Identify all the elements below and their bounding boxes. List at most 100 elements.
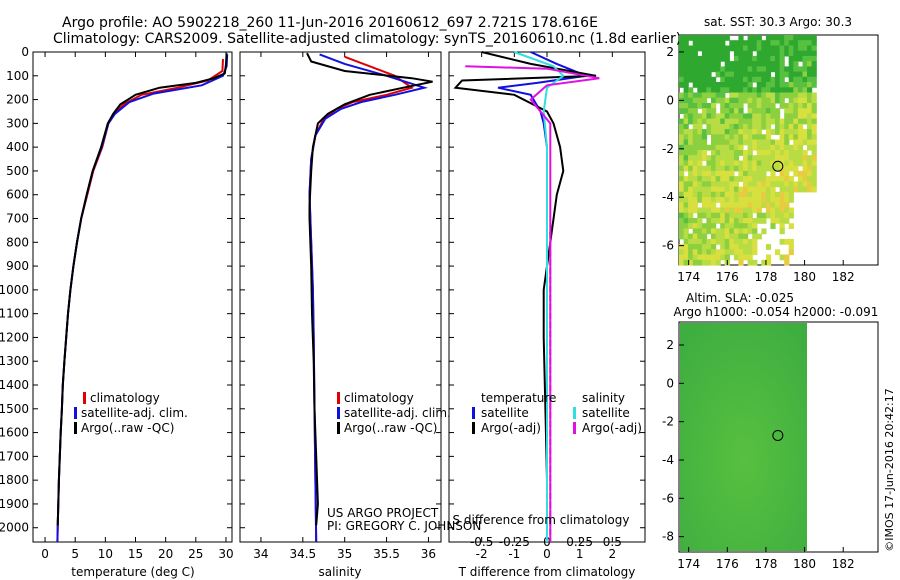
sst-cell: [775, 139, 781, 146]
sst-cell: [743, 197, 749, 203]
sst-cell: [802, 155, 808, 161]
sst-cell: [775, 181, 781, 188]
map-y-tick-label: 2: [666, 338, 674, 352]
salinity-xlabel: salinity: [318, 565, 361, 579]
sst-cell: [765, 92, 772, 99]
sst-cell: [715, 123, 721, 130]
sst-cell: [701, 40, 708, 46]
sst-cell: [765, 40, 772, 46]
sst-cell: [720, 118, 726, 125]
sst-cell: [688, 97, 694, 104]
sst-cell: [765, 160, 772, 167]
sst-cell: [683, 55, 689, 62]
sst-cell: [715, 218, 721, 224]
sst-cell: [688, 118, 694, 125]
sst-cell: [811, 66, 817, 73]
sst-cell: [733, 212, 740, 219]
sst-cell: [711, 244, 717, 250]
sst-cell: [724, 144, 730, 151]
sst-cell: [729, 103, 735, 109]
sst-cell: [738, 202, 744, 209]
sst-cell: [720, 160, 726, 167]
sst-cell: [793, 45, 799, 52]
map-x-tick-label: 182: [832, 557, 855, 571]
sst-cell: [784, 82, 790, 88]
sst-cell: [733, 61, 740, 67]
sst-cell: [683, 50, 689, 57]
sst-cell: [765, 129, 772, 135]
sst-cell: [765, 103, 772, 109]
sst-cell: [793, 170, 799, 177]
sst-cell: [733, 108, 740, 114]
legend-swatch-argo: [337, 422, 340, 434]
sst-cell: [724, 45, 730, 52]
sst-cell: [775, 249, 781, 256]
sst-cell: [688, 155, 694, 161]
sst-cell: [752, 170, 758, 177]
sst-cell: [788, 150, 794, 156]
sst-cell: [802, 165, 808, 172]
sst-cell: [738, 160, 744, 167]
sst-cell: [701, 228, 708, 235]
legend-swatch-argo: [74, 422, 77, 434]
sst-cell: [724, 176, 730, 182]
sst-cell: [711, 45, 717, 52]
sst-cell: [797, 82, 804, 88]
sst-cell: [802, 61, 808, 67]
sst-cell: [683, 45, 689, 52]
sst-cell: [793, 71, 799, 78]
legend-swatch-climatology: [83, 392, 86, 404]
sst-cell: [738, 176, 744, 182]
sst-cell: [701, 55, 708, 62]
sst-cell: [688, 71, 694, 78]
sst-cell: [797, 181, 804, 188]
sst-cell: [775, 212, 781, 219]
sst-cell: [729, 45, 735, 52]
sst-cell: [692, 218, 698, 224]
depth-tick-label: 0: [21, 45, 29, 59]
sst-cell: [761, 55, 767, 62]
sst-cell: [706, 160, 712, 167]
sst-cell: [738, 165, 744, 172]
sst-cell: [747, 228, 753, 235]
sst-cell: [729, 176, 735, 182]
sst-cell: [779, 103, 785, 109]
sst-cell: [706, 223, 712, 229]
sst-cell: [738, 55, 744, 62]
sst-cell: [752, 165, 758, 172]
sst-cell: [697, 150, 703, 156]
sst-cell: [779, 150, 785, 156]
sst-cell: [679, 118, 685, 125]
sst-cell: [743, 176, 749, 182]
sst-cell: [679, 108, 685, 114]
sst-cell: [811, 45, 817, 52]
sst-cell: [720, 97, 726, 104]
sst-cell: [683, 82, 689, 88]
salinity-x-axis: 34 34.5 35 35.5 36: [240, 51, 441, 561]
sst-cell: [738, 186, 744, 193]
depth-tick-label: 1300: [0, 354, 29, 368]
sst-cell: [784, 191, 790, 198]
sst-cell: [715, 139, 721, 146]
sst-cell: [688, 108, 694, 114]
sst-cell: [688, 223, 694, 229]
legend-swatch-climatology: [337, 392, 340, 404]
sst-cell: [720, 139, 726, 146]
sst-cell: [765, 202, 772, 209]
sst-cell: [738, 191, 744, 198]
sst-cell: [711, 92, 717, 99]
sst-cell: [720, 40, 726, 46]
sst-cell: [706, 50, 712, 57]
x-tick-label: 34.5: [289, 547, 316, 561]
sst-cell: [688, 197, 694, 203]
sst-cell: [743, 186, 749, 193]
sst-cell: [711, 191, 717, 198]
depth-tick-label: 1800: [0, 473, 29, 487]
sst-cell: [724, 118, 730, 125]
sst-cell: [793, 181, 799, 188]
sst-cell: [715, 113, 721, 120]
sst-cell: [793, 186, 799, 193]
sst-cell: [788, 92, 794, 99]
sst-cell: [733, 92, 740, 99]
sst-cell: [706, 55, 712, 62]
